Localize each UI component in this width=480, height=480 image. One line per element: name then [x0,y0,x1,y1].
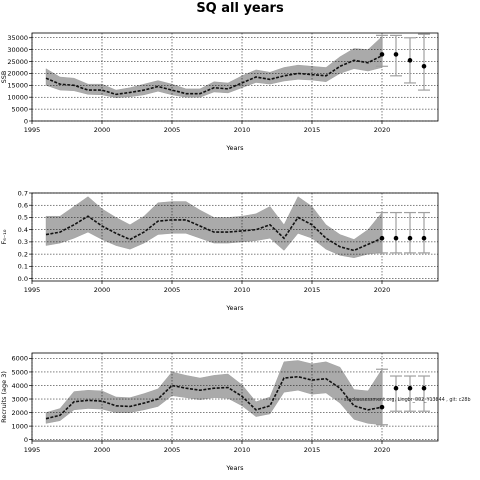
panel-0-y-tick-label: 15000 [7,82,28,90]
panel-1-axes-frame [31,192,439,282]
panel-2-x-tick-label: 2020 [374,446,391,454]
panel-0-x-tick-label: 2020 [374,126,391,134]
panel-0-estimate-line [45,54,383,96]
panel-1-y-tick-label: 0.0 [18,275,28,283]
panel-2-y-tick-label: 2000 [11,409,28,417]
panel-2-y-tick-label: 3000 [11,395,28,403]
panel-0-y-tick-label: 25000 [7,58,28,66]
panel-1-y-tick-label: 0.6 [18,202,28,210]
recruitment-panel: 1995 2000 2005 2010 2015 2020 0 1000 2000 3000 400… [0,352,439,472]
software-note: stockassessment.org, Lingbr_002_Y13844 ,… [344,397,471,403]
panel-1-x-tick-label: 1995 [24,286,41,294]
panel-0-x-tick-label: 1995 [24,126,41,134]
panel-1-y-tick-label: 0.2 [18,250,28,258]
panel-2-x-axis-label: Years [225,464,244,472]
panel-1-confidence-band [45,196,383,258]
panel-2-y-tick-label: 1000 [11,422,28,430]
panel-0-x-tick-label: 2005 [164,126,181,134]
panel-0-y-tick-label: 35000 [7,34,28,42]
panel-1-forecast-point [393,235,399,241]
panel-2-axes-frame [31,352,439,442]
panel-1-x-axis-label: Years [225,304,244,312]
panel-1-x-tick-label: 2015 [304,286,321,294]
panel-0-y-tick-label: 0 [24,117,28,125]
panel-2-forecast-point [393,385,399,391]
panel-0-y-tick-label: 5000 [11,105,28,113]
panel-0-forecast-point [379,52,385,57]
panel-2-y-tick-label: 0 [24,436,28,444]
panel-1-forecast-point [407,235,413,241]
panel-1-estimate-line [45,215,383,252]
panel-1-x-tick-label: 2010 [234,286,251,294]
panel-1-forecast-point [379,235,385,241]
panel-2-y-tick-label: 6000 [11,355,28,363]
panel-0-x-tick-label: 2010 [234,126,251,134]
panel-2-forecast-point [407,385,413,391]
panel-1-forecast-point [421,235,427,241]
panel-0-x-axis-label: Years [225,144,244,152]
panel-1-y-tick-label: 0.3 [18,238,28,246]
panel-1-x-tick-label: 2005 [164,286,181,294]
fishing-mortality-panel: 1995 2000 2005 2010 2015 2020 0.0 0.1 0.2 0.3 0.4 0… [0,189,439,312]
panel-2-x-tick-label: 2015 [304,446,321,454]
panel-2-estimate-line [45,375,383,420]
panel-0-x-tick-label: 2015 [304,126,321,134]
panel-0-y-tick-label: 30000 [7,46,28,54]
panel-1-y-tick-label: 0.5 [18,214,28,222]
panel-2-y-tick-label: 4000 [11,382,28,390]
panel-1-y-tick-label: 0.4 [18,226,28,234]
panel-2-y-axis-label: Recruits (age 3) [0,371,8,423]
panel-0-forecast-point [407,58,413,63]
figure-title: SQ all years [196,1,284,16]
panel-0-y-tick-label: 20000 [7,70,28,78]
panel-2-x-tick-label: 2005 [164,446,181,454]
panel-2-x-tick-label: 2010 [234,446,251,454]
panel-2-x-tick-label: 1995 [24,446,41,454]
panel-1-x-tick-label: 2000 [94,286,111,294]
panel-2-confidence-band [45,360,383,425]
panel-0-y-tick-label: 10000 [7,94,28,102]
panel-0-y-axis-label: SSB [0,71,8,84]
ssb-panel: 1995 2000 2005 2010 2015 2020 0 5000 10000 15000 2… [0,32,439,152]
panel-2-x-tick-label: 2000 [94,446,111,454]
panel-2-forecast-point [379,404,385,410]
panel-2-forecast-point [421,385,427,391]
panel-0-axes-frame [31,32,439,122]
panel-1-y-tick-label: 0.7 [18,189,28,197]
panel-0-forecast-point [421,63,427,69]
panel-1-y-axis-label: F₆₋₁₀ [0,229,8,244]
panel-1-x-tick-label: 2020 [374,286,391,294]
panel-0-forecast-point [393,52,399,57]
panel-2-y-tick-label: 5000 [11,368,28,376]
panel-1-y-tick-label: 0.1 [18,263,28,271]
panel-0-x-tick-label: 2000 [94,126,111,134]
